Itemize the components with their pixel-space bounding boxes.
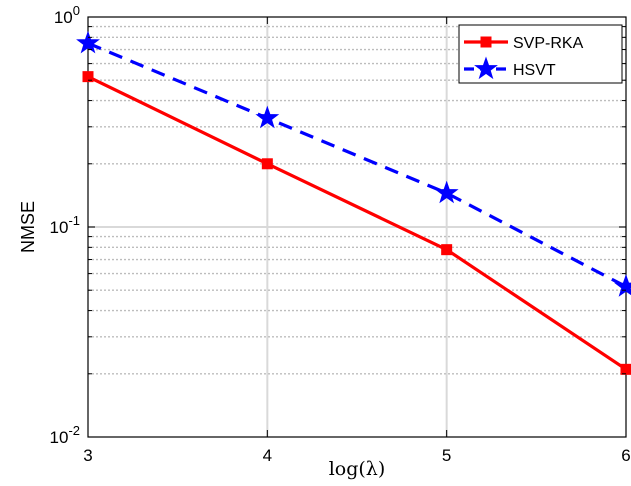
y-tick-label: 10-2: [50, 423, 80, 447]
y-axis-label: NMSE: [18, 201, 38, 253]
x-axis-label: log(λ): [329, 458, 386, 480]
square-marker: [82, 71, 94, 83]
star-marker: [434, 180, 459, 204]
y-tick-label: 10-1: [50, 213, 80, 237]
x-tick-label: 4: [263, 446, 272, 465]
series-hsvt: [76, 30, 631, 297]
x-tick-label: 3: [83, 446, 92, 465]
star-marker: [255, 105, 280, 129]
star-marker: [76, 30, 100, 54]
star-marker: [474, 56, 498, 80]
square-marker: [620, 363, 631, 375]
x-tick-label: 5: [442, 446, 451, 465]
series-line: [87, 41, 627, 289]
square-marker: [480, 36, 492, 48]
grid: [88, 17, 626, 437]
axis-ticks: 3 4 5 6 100 10-1 10-2: [50, 3, 631, 465]
square-marker: [441, 244, 453, 256]
square-marker: [261, 158, 273, 170]
star-marker: [614, 274, 631, 297]
legend-item-svp-rka: SVP-RKA: [464, 35, 584, 52]
legend-item-hsvt: HSVT: [464, 56, 556, 80]
series-svp-rka: [82, 71, 631, 375]
legend: SVP-RKA HSVT: [458, 24, 623, 84]
series-line: [87, 75, 627, 371]
legend-label: HSVT: [513, 62, 556, 79]
x-tick-label: 6: [621, 446, 630, 465]
series-layer: [76, 30, 631, 375]
y-tick-label: 100: [54, 3, 80, 27]
legend-label: SVP-RKA: [513, 35, 584, 52]
